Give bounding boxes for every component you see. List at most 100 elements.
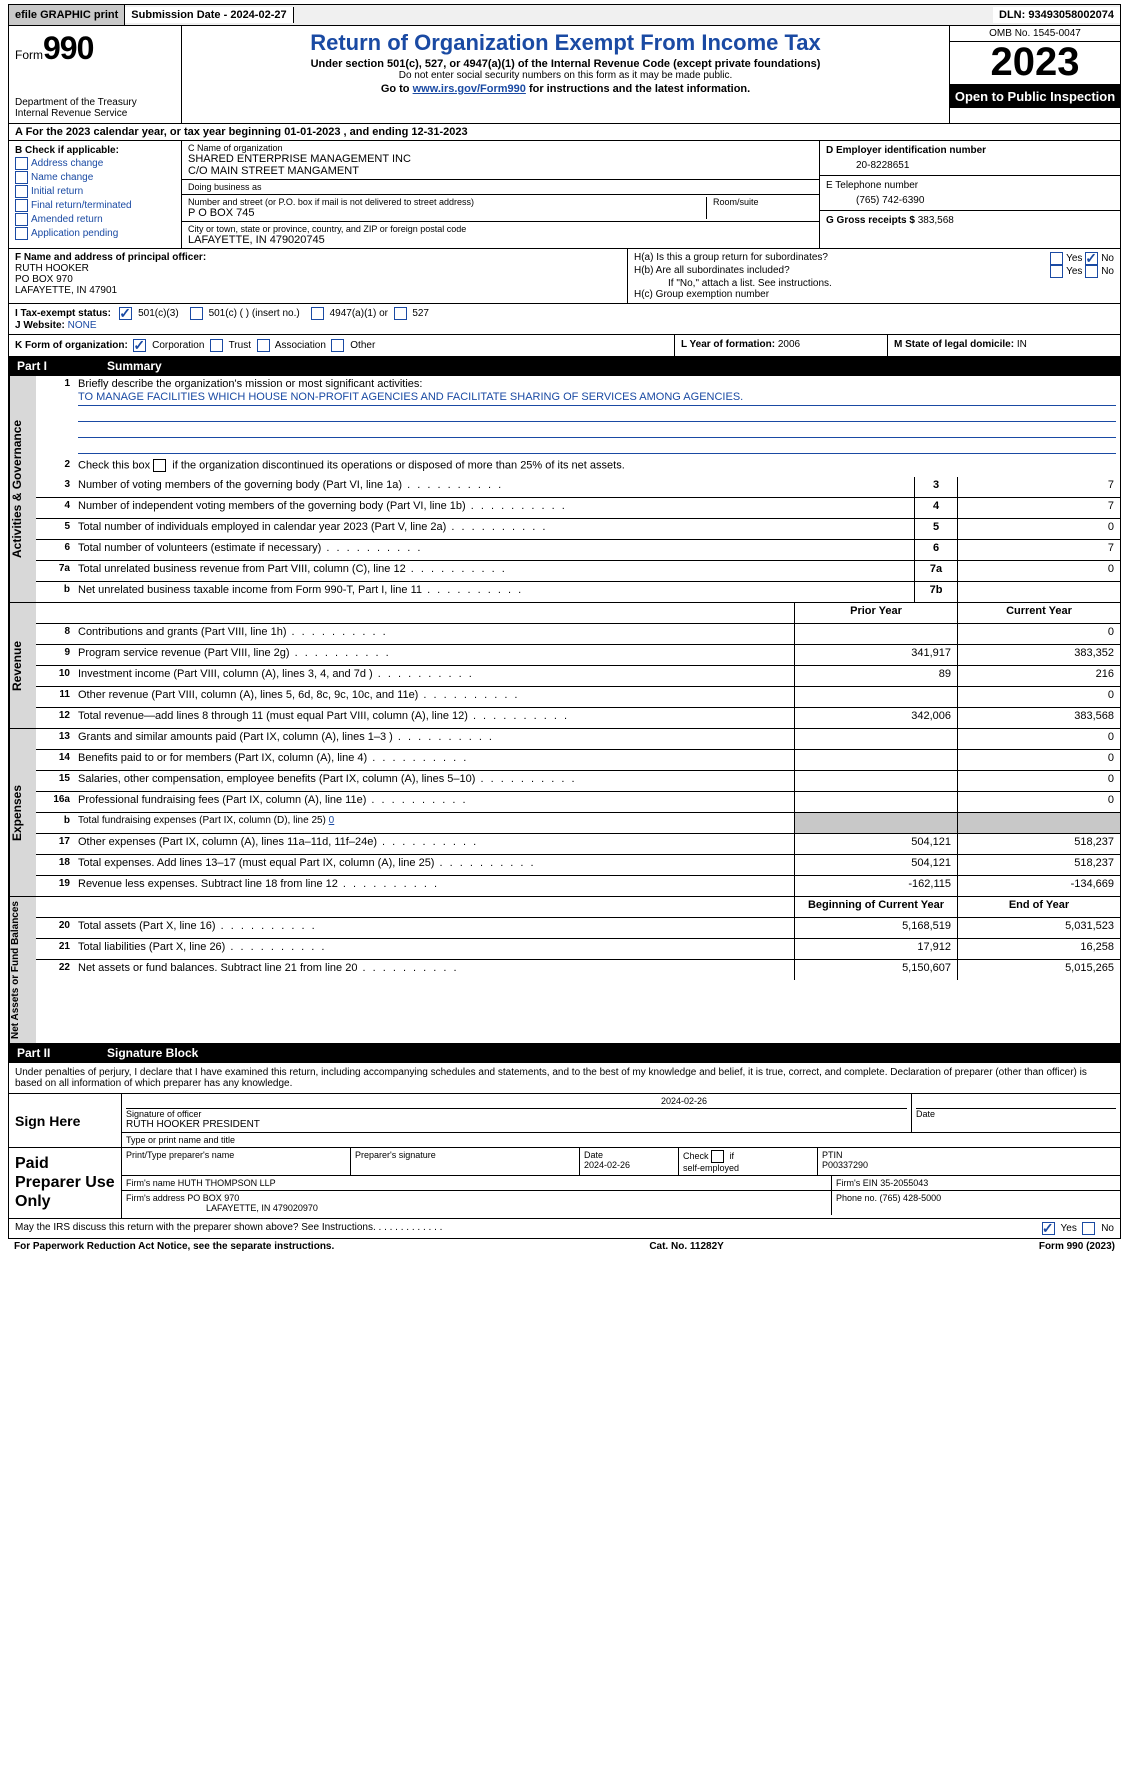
- table-row: 15 Salaries, other compensation, employe…: [36, 771, 1120, 792]
- chk-other[interactable]: [331, 339, 344, 352]
- hb-no-checkbox[interactable]: [1085, 265, 1098, 278]
- prep-date-label: Date: [584, 1150, 603, 1160]
- chk-application-pending[interactable]: Application pending: [15, 227, 175, 240]
- firm-name-cell: Firm's name HUTH THOMPSON LLP: [122, 1176, 832, 1190]
- prep-name-label: Print/Type preparer's name: [122, 1148, 351, 1175]
- form-number-big: 990: [43, 30, 93, 66]
- gross-receipts-value: 383,568: [918, 215, 954, 226]
- row-num: 16a: [36, 792, 74, 812]
- row-num: 22: [36, 960, 74, 980]
- chk-association[interactable]: [257, 339, 270, 352]
- signature-block: Under penalties of perjury, I declare th…: [8, 1063, 1121, 1239]
- side-expenses: Expenses: [9, 729, 36, 896]
- table-row: 11 Other revenue (Part VIII, column (A),…: [36, 687, 1120, 708]
- discuss-no-checkbox[interactable]: [1082, 1222, 1095, 1235]
- end-year-value: 16,258: [957, 939, 1120, 959]
- prior-year-value: [794, 729, 957, 749]
- paid-preparer-label: Paid Preparer Use Only: [9, 1148, 122, 1218]
- ptin-cell: PTIN P00337290: [818, 1148, 1120, 1175]
- chk-corporation[interactable]: [133, 339, 146, 352]
- chk-address-change[interactable]: Address change: [15, 157, 175, 170]
- part-1-title: Summary: [107, 359, 162, 373]
- row-num: 14: [36, 750, 74, 770]
- chk-527[interactable]: [394, 307, 407, 320]
- ptin-label: PTIN: [822, 1150, 843, 1160]
- prior-year-value: 342,006: [794, 708, 957, 728]
- opt-527: 527: [412, 308, 429, 319]
- chk-self-employed[interactable]: [711, 1150, 724, 1163]
- chk-final-return[interactable]: Final return/terminated: [15, 199, 175, 212]
- topbar: efile GRAPHIC print Submission Date - 20…: [8, 4, 1121, 26]
- chk-discontinued[interactable]: [153, 459, 166, 472]
- discuss-yes-checkbox[interactable]: [1042, 1222, 1055, 1235]
- tax-year: 2023: [950, 42, 1120, 85]
- chk-trust[interactable]: [210, 339, 223, 352]
- current-year-value: 216: [957, 666, 1120, 686]
- dln-label: DLN:: [999, 9, 1028, 21]
- efile-graphic-print[interactable]: efile GRAPHIC print: [9, 5, 125, 25]
- penalties-text: Under penalties of perjury, I declare th…: [9, 1063, 1120, 1093]
- hb-label: H(b) Are all subordinates included?: [634, 265, 790, 278]
- box-m: M State of legal domicile: IN: [888, 335, 1120, 356]
- hb-yes-checkbox[interactable]: [1050, 265, 1063, 278]
- table-row: 21 Total liabilities (Part X, line 26) 1…: [36, 939, 1120, 960]
- chk-501c3[interactable]: [119, 307, 132, 320]
- current-year-value: 383,568: [957, 708, 1120, 728]
- table-row: 8 Contributions and grants (Part VIII, l…: [36, 624, 1120, 645]
- begin-year-value: 17,912: [794, 939, 957, 959]
- ha-label: H(a) Is this a group return for subordin…: [634, 252, 828, 265]
- year-formation-value: 2006: [778, 339, 800, 350]
- sub3-pre: Go to: [381, 83, 413, 95]
- chk-name-change[interactable]: Name change: [15, 171, 175, 184]
- ha-no-checkbox[interactable]: [1085, 252, 1098, 265]
- current-year-value: -134,669: [957, 876, 1120, 896]
- ptin-value: P00337290: [822, 1160, 868, 1170]
- footer-cat-no: Cat. No. 11282Y: [649, 1241, 723, 1252]
- row-desc: Benefits paid to or for members (Part IX…: [74, 750, 794, 770]
- firm-addr-label: Firm's address: [126, 1193, 187, 1203]
- firm-ein-label: Firm's EIN: [836, 1178, 880, 1188]
- sig-date-top: 2024-02-26: [126, 1096, 907, 1109]
- prior-year-value: [794, 624, 957, 644]
- city-value: LAFAYETTE, IN 479020745: [188, 234, 813, 246]
- subtitle-2: Do not enter social security numbers on …: [188, 70, 943, 81]
- header-row: Form990 Department of the Treasury Inter…: [8, 26, 1121, 124]
- section-governance: Activities & Governance 1 Briefly descri…: [8, 376, 1121, 603]
- officer-addr1: PO BOX 970: [15, 274, 73, 285]
- hdr-end-year: End of Year: [957, 897, 1120, 917]
- chk-501c[interactable]: [190, 307, 203, 320]
- row-desc: Number of voting members of the governin…: [74, 477, 914, 497]
- firm-addr-2: LAFAYETTE, IN 479020970: [126, 1203, 318, 1213]
- prior-year-value: 504,121: [794, 855, 957, 875]
- row-value: 0: [957, 519, 1120, 539]
- row-desc: Total assets (Part X, line 16): [74, 918, 794, 938]
- current-year-value: 518,237: [957, 834, 1120, 854]
- row-num: 3: [36, 477, 74, 497]
- irs-label: Internal Revenue Service: [15, 108, 175, 119]
- header-right: OMB No. 1545-0047 2023 Open to Public In…: [949, 26, 1120, 123]
- form-990-link[interactable]: www.irs.gov/Form990: [413, 83, 526, 95]
- row-desc: Program service revenue (Part VIII, line…: [74, 645, 794, 665]
- table-row: 22 Net assets or fund balances. Subtract…: [36, 960, 1120, 980]
- prior-year-value: [794, 750, 957, 770]
- dln-value: 93493058002074: [1028, 9, 1114, 21]
- chk-amended-return[interactable]: Amended return: [15, 213, 175, 226]
- website-value: NONE: [68, 320, 97, 331]
- org-name-1: SHARED ENTERPRISE MANAGEMENT INC: [188, 153, 813, 165]
- chk-initial-return[interactable]: Initial return: [15, 185, 175, 198]
- ha-yes-checkbox[interactable]: [1050, 252, 1063, 265]
- q1-num: 1: [36, 376, 74, 457]
- row-num: 19: [36, 876, 74, 896]
- row-code: 3: [914, 477, 957, 497]
- chk-4947[interactable]: [311, 307, 324, 320]
- submission-date-label: Submission Date -: [131, 9, 230, 21]
- header-middle: Return of Organization Exempt From Incom…: [182, 26, 949, 123]
- row-a-tax-year: A For the 2023 calendar year, or tax yea…: [8, 124, 1121, 141]
- side-netassets: Net Assets or Fund Balances: [9, 897, 36, 1043]
- expenses-body: 13 Grants and similar amounts paid (Part…: [36, 729, 1120, 896]
- form-990-page: efile GRAPHIC print Submission Date - 20…: [0, 0, 1129, 1262]
- prep-sig-label: Preparer's signature: [351, 1148, 580, 1175]
- row-value: 7: [957, 477, 1120, 497]
- table-row: 20 Total assets (Part X, line 16) 5,168,…: [36, 918, 1120, 939]
- row-num: 9: [36, 645, 74, 665]
